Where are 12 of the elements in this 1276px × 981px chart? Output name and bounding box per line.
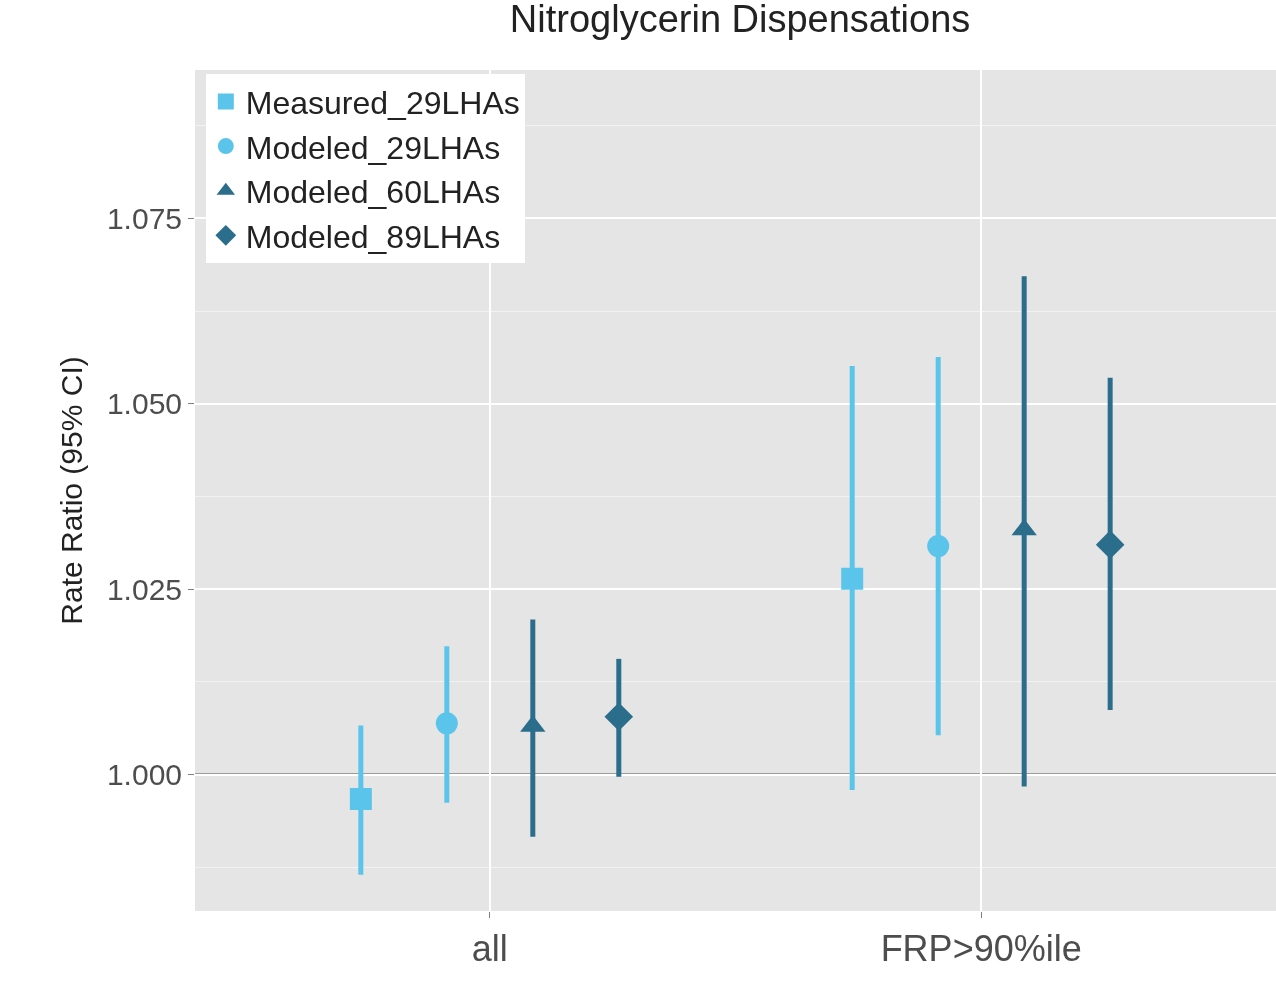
y-tick-label: 1.075 (106, 201, 182, 235)
legend-label: Measured_29LHAs (245, 84, 520, 121)
y-axis-title: Rate Ratio (95% CI) (54, 356, 88, 625)
x-tick-label: all (471, 928, 508, 970)
legend-label: Modeled_89LHAs (245, 218, 501, 255)
legend-label: Modeled_29LHAs (245, 129, 501, 166)
y-tick-label: 1.000 (106, 758, 182, 792)
x-tick-label: FRP>90%ile (880, 928, 1082, 970)
legend-label: Modeled_60LHAs (245, 174, 501, 211)
y-tick-label: 1.025 (106, 572, 182, 606)
chart-title: Nitroglycerin Dispensations (509, 0, 971, 40)
y-tick-label: 1.050 (106, 387, 182, 421)
